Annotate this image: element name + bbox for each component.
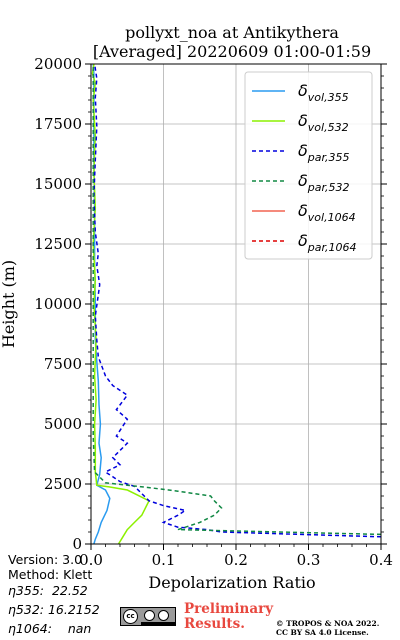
legend-label: δvol,1064 (298, 201, 356, 224)
series-line-par-532 (92, 64, 382, 536)
legend-label: δvol,532 (298, 111, 349, 134)
legend-label-sub: par,532 (307, 181, 350, 194)
y-tick-label: 12500 (34, 235, 82, 253)
copyright-line1: © TROPOS & NOA 2022. (276, 619, 380, 628)
legend-label-main: δ (298, 231, 308, 250)
legend-label-sub: par,1064 (307, 241, 357, 254)
series-layer (91, 63, 382, 545)
info-eta355: η355: 22.52 (8, 583, 88, 598)
cc-license-icon: cc (120, 607, 176, 626)
legend-label-sub: par,355 (307, 151, 350, 164)
y-tick-label: 15000 (34, 175, 82, 193)
copyright-notice: © TROPOS & NOA 2022. CC BY SA 4.0 Licens… (276, 619, 379, 637)
legend-label-main: δ (298, 81, 308, 100)
y-tick-label: 0 (72, 535, 82, 553)
preliminary-notice: Preliminary Results. (184, 602, 273, 632)
legend-label-sub: vol,1064 (308, 211, 356, 224)
y-tick-label: 5000 (44, 415, 82, 433)
x-tick-label: 0.3 (297, 551, 321, 569)
y-tick-label: 7500 (44, 355, 82, 373)
axis-ticks: 0.0 0.1 0.2 0.3 0.4 0 2500 5000 7500 10000 12500 15… (34, 55, 393, 569)
series-line-vol-532 (91, 63, 151, 545)
copyright-line2: CC BY SA 4.0 License. (276, 628, 369, 637)
y-tick-label: 10000 (34, 295, 82, 313)
legend-label: δvol,355 (298, 81, 349, 104)
y-tick-label: 17500 (34, 115, 82, 133)
legend-box (244, 71, 373, 260)
legend-label-sub: vol,355 (308, 91, 349, 104)
legend-label-main: δ (298, 111, 308, 130)
y-axis-label: Height (m) (0, 260, 18, 348)
info-eta532: η532: 16.2152 (8, 602, 100, 617)
legend-label: δpar,1064 (298, 231, 357, 254)
preliminary-line1: Preliminary (184, 601, 274, 617)
legend-label-main: δ (298, 171, 308, 190)
legend-label-main: δ (298, 201, 308, 220)
x-tick-label: 0.1 (152, 551, 176, 569)
legend-label-main: δ (298, 141, 308, 160)
y-tick-label: 20000 (34, 55, 82, 73)
info-version: Version: 3.0 (8, 552, 83, 567)
preliminary-line2: Results. (184, 616, 245, 632)
x-tick-label: 0.0 (79, 551, 103, 569)
legend-label: δpar,532 (298, 171, 350, 194)
info-method: Method: Klett (8, 567, 93, 582)
chart-subtitle: [Averaged] 20220609 01:00-01:59 (93, 42, 371, 61)
legend-label-sub: vol,532 (308, 121, 349, 134)
x-tick-label: 0.4 (369, 551, 393, 569)
chart-title: pollyxt_noa at Antikythera (125, 23, 339, 42)
y-tick-label: 2500 (44, 475, 82, 493)
info-eta1064: η1064: nan (8, 621, 92, 636)
legend-label: δpar,355 (298, 141, 350, 164)
x-tick-label: 0.2 (224, 551, 248, 569)
legend: δvol,355δvol,532δpar,355δpar,532δvol,106… (244, 71, 373, 260)
x-axis-label: Depolarization Ratio (148, 573, 315, 592)
